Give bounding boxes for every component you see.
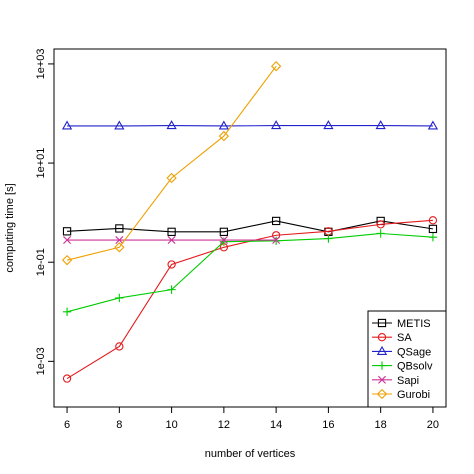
- legend-marker-qbsolv: [377, 361, 387, 370]
- legend-item-gurobi: Gurobi: [372, 388, 430, 401]
- data-point-gurobi: [61, 254, 73, 266]
- y-tick-label: 1e-03: [35, 347, 47, 375]
- x-tick-label: 8: [116, 419, 122, 431]
- y-tick-label: 1e+03: [35, 48, 47, 79]
- data-point-qbsolv: [324, 234, 333, 243]
- legend-item-sapi: Sapi: [372, 375, 419, 387]
- data-point-gurobi: [270, 61, 282, 72]
- series-qbsolv: [62, 229, 438, 316]
- x-tick-label: 20: [427, 419, 439, 431]
- x-tick-label: 10: [165, 419, 177, 431]
- data-point-metis: [167, 227, 176, 236]
- data-point-metis: [428, 224, 438, 234]
- series-line-metis: [67, 220, 434, 233]
- legend-item-qbsolv: QBsolv: [372, 361, 433, 373]
- data-point-gurobi: [114, 242, 125, 253]
- legend-label: METIS: [397, 318, 431, 330]
- data-point-qbsolv: [167, 285, 176, 294]
- data-point-sa: [115, 342, 124, 351]
- series-sapi: [63, 236, 281, 245]
- data-point-sapi: [115, 236, 124, 245]
- data-point-sa: [376, 220, 385, 229]
- data-point-sa: [167, 260, 176, 269]
- data-point-metis: [219, 227, 229, 236]
- legend-marker-metis: [377, 318, 387, 328]
- data-point-qsage: [270, 120, 282, 130]
- data-point-qbsolv: [376, 229, 385, 238]
- legend-label: QSage: [397, 346, 431, 358]
- legend-item-sa: SA: [372, 332, 412, 344]
- data-point-qsage: [427, 120, 439, 130]
- legend-label: SA: [397, 332, 412, 344]
- legend-item-qsage: QSage: [372, 345, 431, 358]
- legend-label: Sapi: [397, 375, 419, 387]
- data-point-qsage: [323, 120, 334, 130]
- y-axis: 1e-03 1e-01 1e+01 1e+03: [35, 48, 54, 375]
- data-point-sapi: [63, 236, 72, 245]
- data-point-sapi: [167, 236, 176, 245]
- data-point-qbsolv: [115, 293, 124, 303]
- x-axis: 6 8 10 12 14 16 18 20: [64, 407, 439, 431]
- legend-marker-sa: [377, 333, 387, 342]
- legend-marker-gurobi: [376, 388, 388, 400]
- series-qsage: [61, 120, 439, 130]
- data-point-gurobi: [166, 172, 177, 184]
- x-tick-label: 12: [218, 419, 230, 431]
- data-point-qbsolv: [219, 237, 229, 246]
- data-point-qbsolv: [62, 307, 72, 316]
- series-layer: [61, 61, 439, 383]
- data-point-metis: [115, 224, 124, 233]
- legend-marker-sapi: [378, 375, 386, 384]
- x-tick-label: 18: [375, 419, 387, 431]
- y-axis-label: computing time [s]: [4, 183, 16, 272]
- data-point-qsage: [375, 120, 386, 130]
- x-axis-label: number of vertices: [205, 448, 296, 460]
- x-tick-label: 16: [322, 419, 334, 431]
- legend-label: QBsolv: [397, 361, 433, 373]
- y-tick-label: 1e+01: [35, 148, 47, 179]
- data-point-sapi: [219, 236, 228, 245]
- data-point-qsage: [218, 120, 230, 130]
- legend-item-metis: METIS: [372, 318, 431, 330]
- data-point-sapi: [272, 236, 281, 245]
- plot-frame: [53, 48, 447, 408]
- legend-label: Gurobi: [397, 389, 430, 401]
- series-line-qbsolv: [66, 232, 433, 313]
- data-point-sa: [62, 374, 72, 383]
- data-point-qsage: [166, 120, 177, 130]
- data-point-metis: [271, 216, 281, 226]
- data-point-qsage: [61, 120, 73, 130]
- data-point-qbsolv: [428, 232, 438, 242]
- series-line-gurobi: [66, 65, 277, 261]
- legend: METIS SA QSage QBsolv Sapi Gurobi: [367, 310, 447, 408]
- series-gurobi: [61, 61, 282, 266]
- y-tick-label: 1e-01: [35, 248, 47, 276]
- data-point-qbsolv: [271, 236, 281, 246]
- legend-marker-qsage: [376, 345, 388, 355]
- data-point-gurobi: [218, 130, 230, 142]
- x-tick-label: 6: [64, 419, 70, 431]
- data-point-metis: [62, 227, 72, 236]
- data-point-qsage: [114, 120, 125, 130]
- data-point-sa: [428, 216, 438, 225]
- x-tick-label: 14: [270, 419, 282, 431]
